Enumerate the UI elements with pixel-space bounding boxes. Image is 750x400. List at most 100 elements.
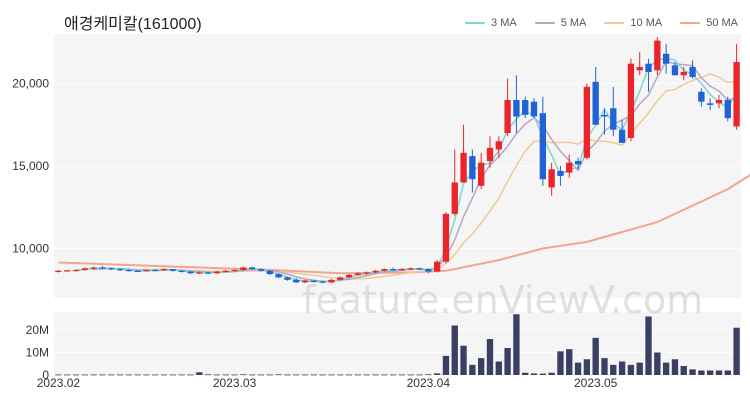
volume-bar	[478, 358, 485, 375]
candle-body	[618, 129, 626, 143]
candle-body	[407, 268, 414, 270]
volume-panel	[54, 312, 741, 375]
volume-bar	[707, 370, 714, 375]
candle-body	[196, 272, 203, 274]
date-tick-label: 2023.03	[213, 376, 257, 390]
volume-bar	[231, 374, 238, 376]
candle-body	[530, 101, 538, 117]
candle-body	[548, 169, 555, 188]
volume-bar	[610, 364, 617, 375]
candle-body	[231, 269, 238, 272]
candle-body	[566, 162, 573, 173]
volume-bar	[654, 352, 661, 375]
volume-bar	[116, 374, 124, 376]
candle-body	[328, 279, 335, 283]
candle-body	[249, 267, 256, 270]
volume-bar	[345, 374, 353, 376]
candle-body	[662, 53, 670, 64]
volume-bar	[433, 373, 441, 375]
volume-bar	[55, 374, 62, 376]
candle-body	[707, 103, 714, 105]
candle-body	[398, 269, 406, 271]
volume-bar	[460, 345, 467, 375]
candle-body	[592, 81, 599, 125]
legend-item-ma5[interactable]: 5 MA	[534, 17, 586, 29]
volume-bar	[293, 374, 300, 376]
volume-bar	[618, 361, 626, 375]
candle-body	[275, 274, 282, 278]
volume-bar	[495, 361, 502, 375]
candle-body	[416, 268, 423, 270]
candle-body	[72, 269, 80, 272]
volume-bar	[169, 374, 177, 376]
candle-body	[257, 269, 265, 271]
volume-bar	[442, 355, 450, 375]
volume-bar	[178, 374, 185, 376]
candle-body	[204, 272, 212, 274]
candle-body	[557, 170, 564, 176]
candle-body	[636, 67, 643, 71]
candle-body	[266, 270, 273, 275]
volume-bar	[240, 374, 247, 376]
candle-body	[381, 269, 388, 271]
legend-item-ma3[interactable]: 3 MA	[465, 17, 517, 29]
volume-bar	[425, 374, 432, 376]
volume-bar	[81, 374, 88, 376]
candle-body	[627, 63, 635, 138]
volume-tick-label: 10M	[26, 346, 49, 360]
candle-body	[354, 273, 362, 275]
price-tick-label: 10,000	[12, 242, 49, 256]
candle-body	[134, 270, 141, 272]
candle-body	[81, 268, 88, 270]
volume-bar	[389, 374, 397, 376]
volume-bar	[680, 366, 687, 375]
candle-body	[522, 100, 529, 115]
volume-bar	[574, 362, 582, 375]
ma3-line	[75, 58, 738, 283]
candle-body	[451, 182, 458, 214]
volume-bar	[522, 372, 529, 375]
candle-body	[583, 86, 591, 158]
volume-bar	[557, 351, 564, 375]
candle-body	[108, 268, 115, 270]
candle-body	[337, 277, 344, 280]
legend-swatch-ma50	[680, 22, 701, 24]
volume-bar	[284, 374, 291, 376]
candle-body	[222, 270, 229, 272]
candle-body	[389, 269, 397, 271]
candle-body	[319, 281, 326, 283]
candle-body	[610, 108, 617, 130]
candle-body	[187, 271, 194, 274]
volume-bar	[99, 374, 106, 376]
candle-body	[495, 141, 502, 150]
candle-body	[478, 162, 485, 186]
candle-body	[715, 100, 723, 104]
candle-body	[143, 269, 150, 272]
ma50-line	[58, 174, 750, 275]
legend-swatch-ma3	[465, 22, 486, 24]
candle-body	[301, 280, 309, 283]
candle-body	[64, 270, 71, 272]
volume-bar	[539, 373, 546, 375]
legend-item-ma10[interactable]: 10 MA	[604, 17, 662, 29]
volume-bar	[249, 374, 256, 376]
price-tick-label: 20,000	[12, 77, 49, 91]
legend-swatch-ma10	[604, 22, 625, 24]
volume-bar	[64, 374, 71, 376]
volume-bar	[513, 314, 520, 375]
candle-body	[284, 277, 291, 280]
candle-body	[689, 67, 696, 77]
candle-body	[601, 114, 608, 117]
candle-body	[574, 161, 582, 165]
candle-body	[425, 269, 432, 272]
volume-bar	[407, 374, 414, 376]
legend-item-ma50[interactable]: 50 MA	[680, 17, 738, 29]
volume-bar	[530, 373, 538, 375]
price-tick-label: 15,000	[12, 159, 49, 173]
volume-bar	[319, 374, 326, 376]
candle-body	[169, 269, 177, 271]
volume-bar	[662, 362, 670, 375]
volume-bar	[486, 339, 494, 375]
volume-bar	[645, 316, 652, 375]
